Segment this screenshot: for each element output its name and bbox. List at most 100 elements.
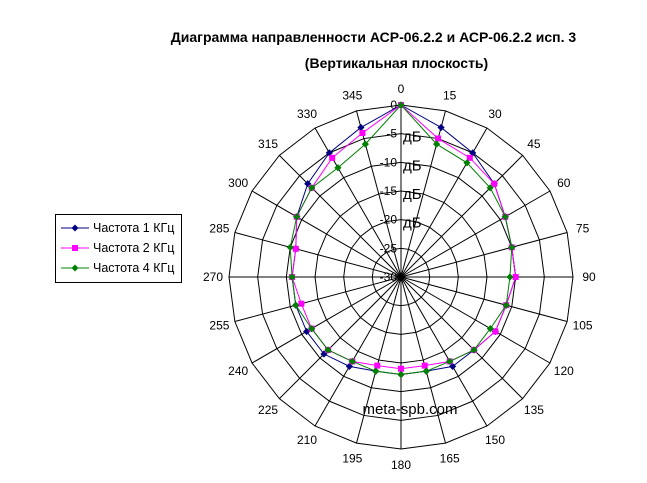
grid-spoke xyxy=(279,276,402,399)
angle-label: 150 xyxy=(485,433,505,447)
grid-spoke xyxy=(400,276,568,323)
angle-labels: 0 15 30 45 60 75 90 105 120 135 150 165 180 195 210 225… xyxy=(203,82,596,472)
angle-label: 0 xyxy=(398,82,405,96)
data-point xyxy=(292,301,300,309)
series-3 xyxy=(286,101,516,379)
radial-unit-label: дБ xyxy=(403,129,422,146)
angle-label: 60 xyxy=(557,176,571,190)
data-point xyxy=(372,367,380,375)
angle-label: 285 xyxy=(209,221,229,235)
radial-unit-label: дБ xyxy=(403,157,422,174)
data-point xyxy=(463,159,471,167)
angle-label: 120 xyxy=(554,364,574,378)
angle-label: 75 xyxy=(576,221,590,235)
legend: Частота 1 КГц Частота 2 КГц Частота 4 КГ… xyxy=(55,214,182,283)
radial-tick-label: -25 xyxy=(380,241,398,255)
polar-grid xyxy=(228,104,574,450)
data-point xyxy=(324,346,332,354)
data-point xyxy=(359,130,366,137)
radial-tick-label: -5 xyxy=(386,127,397,141)
data-point xyxy=(397,370,405,379)
legend-item-series-1: Частота 1 КГц xyxy=(60,220,174,236)
radial-tick-label: 0 xyxy=(390,98,397,112)
angle-label: 180 xyxy=(391,458,411,472)
data-point xyxy=(492,328,499,335)
angle-label: 210 xyxy=(297,433,317,447)
grid-spoke xyxy=(355,110,402,278)
angle-label: 45 xyxy=(527,137,541,151)
angle-label: 345 xyxy=(342,88,362,102)
data-point xyxy=(308,184,316,192)
radial-tick-labels: 0 -5 -10 -15 -20 -25 -30 xyxy=(380,98,398,284)
data-point xyxy=(303,327,311,336)
data-point xyxy=(308,325,316,333)
data-point xyxy=(397,101,405,109)
data-point xyxy=(293,213,301,221)
data-point xyxy=(334,164,342,172)
data-point xyxy=(374,362,381,369)
angle-label: 105 xyxy=(573,319,593,333)
chart-title-block: Диаграмма направленности АСР-06.2.2 и АС… xyxy=(0,28,647,72)
grid-spoke xyxy=(400,276,551,364)
angle-label: 195 xyxy=(342,452,362,466)
grid-spoke xyxy=(400,276,447,444)
angle-label: 240 xyxy=(228,364,248,378)
data-point xyxy=(491,180,498,187)
legend-marker-square-icon xyxy=(61,245,89,251)
data-point xyxy=(433,140,441,148)
angle-label: 15 xyxy=(443,88,457,102)
data-point xyxy=(502,301,510,309)
radial-tick-label: -10 xyxy=(380,155,398,169)
radial-unit-label: дБ xyxy=(403,186,422,203)
chart-subtitle: (Вертикальная плоскость) xyxy=(304,55,489,71)
grid-spoke xyxy=(251,276,402,364)
angle-label: 165 xyxy=(440,452,460,466)
angle-label: 270 xyxy=(203,270,223,284)
data-point xyxy=(512,274,519,280)
data-point xyxy=(357,123,365,132)
watermark-text: meta-spb.com xyxy=(362,401,457,418)
data-point xyxy=(437,123,445,132)
grid-spoke xyxy=(314,276,402,427)
angle-label: 225 xyxy=(258,403,278,417)
legend-label: Частота 1 КГц xyxy=(93,221,175,235)
legend-label: Частота 4 КГц xyxy=(93,261,175,275)
grid-spoke xyxy=(400,276,488,427)
legend-marker-diamond-icon xyxy=(61,224,89,232)
data-point xyxy=(298,300,305,307)
legend-marker-diamond-icon xyxy=(61,264,89,272)
data-point xyxy=(325,149,333,157)
data-point xyxy=(486,325,494,333)
grid-spoke xyxy=(355,276,402,444)
grid-spoke xyxy=(400,276,523,399)
angle-label: 330 xyxy=(297,107,317,121)
data-point xyxy=(449,362,457,370)
data-point xyxy=(422,367,430,375)
angle-label: 90 xyxy=(582,270,596,284)
data-point xyxy=(435,135,442,142)
data-point xyxy=(486,184,494,192)
radial-tick-label: -30 xyxy=(380,270,398,284)
data-series xyxy=(286,101,520,379)
data-point xyxy=(506,273,514,281)
grid-spoke xyxy=(400,231,568,278)
data-point xyxy=(345,362,353,370)
data-point xyxy=(446,357,454,366)
data-point xyxy=(292,245,299,252)
grid-spoke xyxy=(234,276,402,323)
radial-tick-label: -15 xyxy=(380,184,398,198)
legend-label: Частота 2 КГц xyxy=(93,241,175,255)
radial-tick-label: -20 xyxy=(380,213,398,227)
data-point xyxy=(348,357,356,366)
data-point xyxy=(286,243,294,251)
angle-label: 255 xyxy=(209,319,229,333)
angle-label: 30 xyxy=(488,107,502,121)
data-point xyxy=(508,243,516,251)
data-point xyxy=(288,273,296,281)
grid-spoke xyxy=(400,190,551,278)
radial-unit-labels: дБ дБ дБ дБ xyxy=(403,129,422,232)
chart-title: Диаграмма направленности АСР-06.2.2 и АС… xyxy=(170,29,577,45)
legend-item-series-3: Частота 4 КГц xyxy=(60,260,174,276)
radial-unit-label: дБ xyxy=(403,215,422,232)
